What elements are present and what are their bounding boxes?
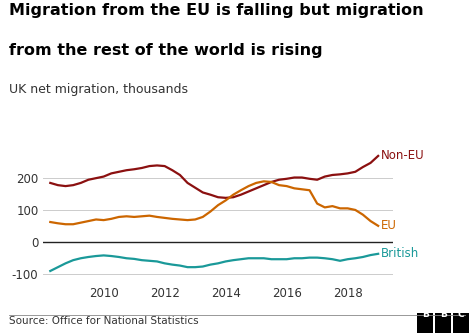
Text: C: C — [458, 310, 465, 319]
Text: Migration from the EU is falling but migration: Migration from the EU is falling but mig… — [9, 3, 424, 18]
Text: B: B — [422, 310, 428, 319]
Text: UK net migration, thousands: UK net migration, thousands — [9, 83, 189, 96]
Text: Non-EU: Non-EU — [381, 150, 424, 163]
Text: from the rest of the world is rising: from the rest of the world is rising — [9, 43, 323, 58]
Text: B: B — [440, 310, 447, 319]
Text: British: British — [381, 247, 419, 260]
Text: Source: Office for National Statistics: Source: Office for National Statistics — [9, 316, 199, 326]
Text: EU: EU — [381, 219, 396, 232]
